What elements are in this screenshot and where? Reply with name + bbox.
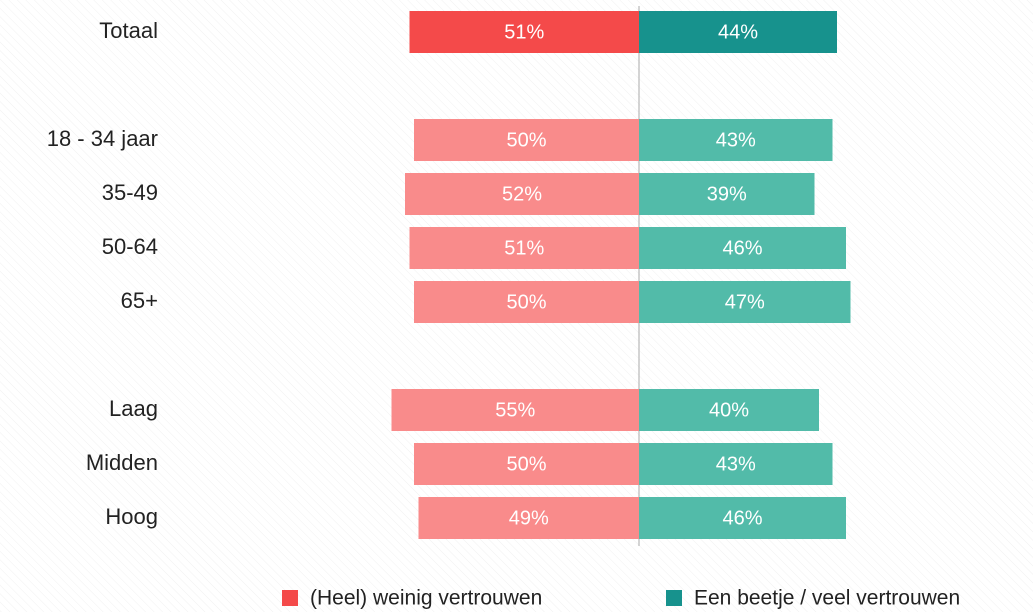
bar xyxy=(639,443,833,485)
value-label: 46% xyxy=(722,507,762,529)
category-label: Midden xyxy=(86,450,158,475)
bar xyxy=(391,389,639,431)
bar xyxy=(639,227,846,269)
category-label: Totaal xyxy=(99,18,158,43)
category-label: Laag xyxy=(109,396,158,421)
bar xyxy=(639,281,851,323)
category-label: 18 - 34 jaar xyxy=(47,126,158,151)
bar xyxy=(414,119,639,161)
bar xyxy=(405,173,639,215)
value-label: 51% xyxy=(504,21,544,43)
bar xyxy=(414,281,639,323)
bar xyxy=(639,11,837,53)
legend-label: (Heel) weinig vertrouwen xyxy=(310,587,542,610)
value-label: 50% xyxy=(506,129,546,151)
category-label: Hoog xyxy=(105,504,158,529)
value-label: 39% xyxy=(707,183,747,205)
value-label: 47% xyxy=(725,291,765,313)
bar xyxy=(639,173,815,215)
value-label: 43% xyxy=(716,129,756,151)
bar xyxy=(418,497,639,539)
value-label: 44% xyxy=(718,21,758,43)
legend-swatch xyxy=(282,590,298,606)
value-label: 55% xyxy=(495,399,535,421)
value-label: 51% xyxy=(504,237,544,259)
value-label: 52% xyxy=(502,183,542,205)
value-label: 40% xyxy=(709,399,749,421)
bar xyxy=(639,497,846,539)
legend-swatch xyxy=(666,590,682,606)
category-label: 50-64 xyxy=(102,234,158,259)
legend-label: Een beetje / veel vertrouwen xyxy=(694,587,960,610)
category-label: 65+ xyxy=(121,288,158,313)
bar xyxy=(409,11,639,53)
bar xyxy=(414,443,639,485)
bar xyxy=(409,227,639,269)
bar xyxy=(639,119,833,161)
value-label: 50% xyxy=(506,453,546,475)
value-label: 43% xyxy=(716,453,756,475)
bar xyxy=(639,389,819,431)
value-label: 49% xyxy=(509,507,549,529)
category-label: 35-49 xyxy=(102,180,158,205)
value-label: 46% xyxy=(722,237,762,259)
value-label: 50% xyxy=(506,291,546,313)
